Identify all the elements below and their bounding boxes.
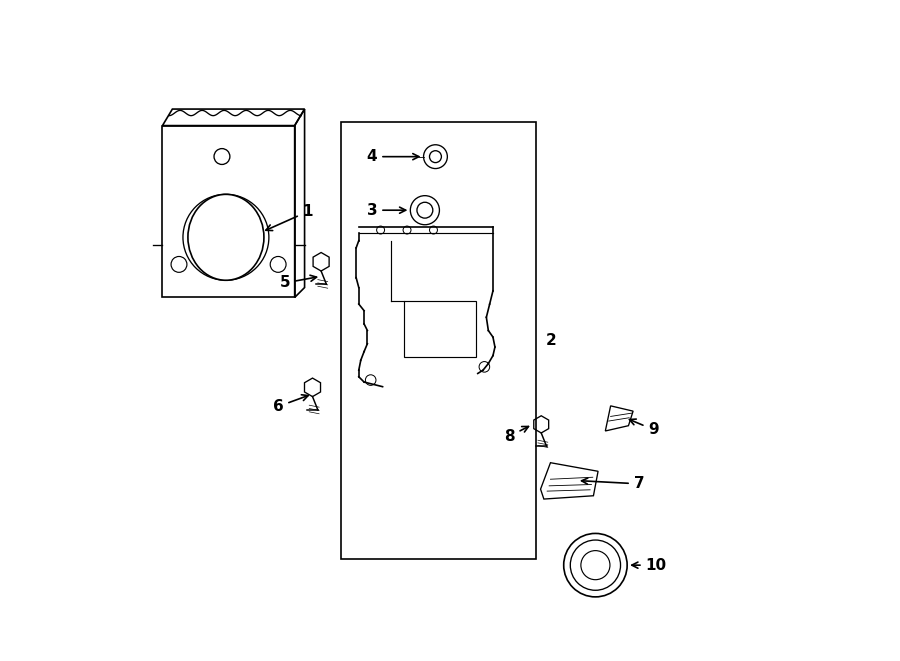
Text: 4: 4 <box>366 149 418 164</box>
Text: 1: 1 <box>266 204 313 231</box>
Text: 8: 8 <box>504 426 528 444</box>
Text: 10: 10 <box>632 558 667 572</box>
Text: 9: 9 <box>629 419 659 437</box>
Text: 3: 3 <box>366 203 406 217</box>
Text: 2: 2 <box>545 333 556 348</box>
Circle shape <box>563 533 627 597</box>
Ellipse shape <box>188 194 264 280</box>
Text: 6: 6 <box>273 395 308 414</box>
Circle shape <box>580 551 610 580</box>
Bar <box>341 122 536 559</box>
Text: 7: 7 <box>581 477 644 491</box>
Text: 5: 5 <box>279 275 317 290</box>
